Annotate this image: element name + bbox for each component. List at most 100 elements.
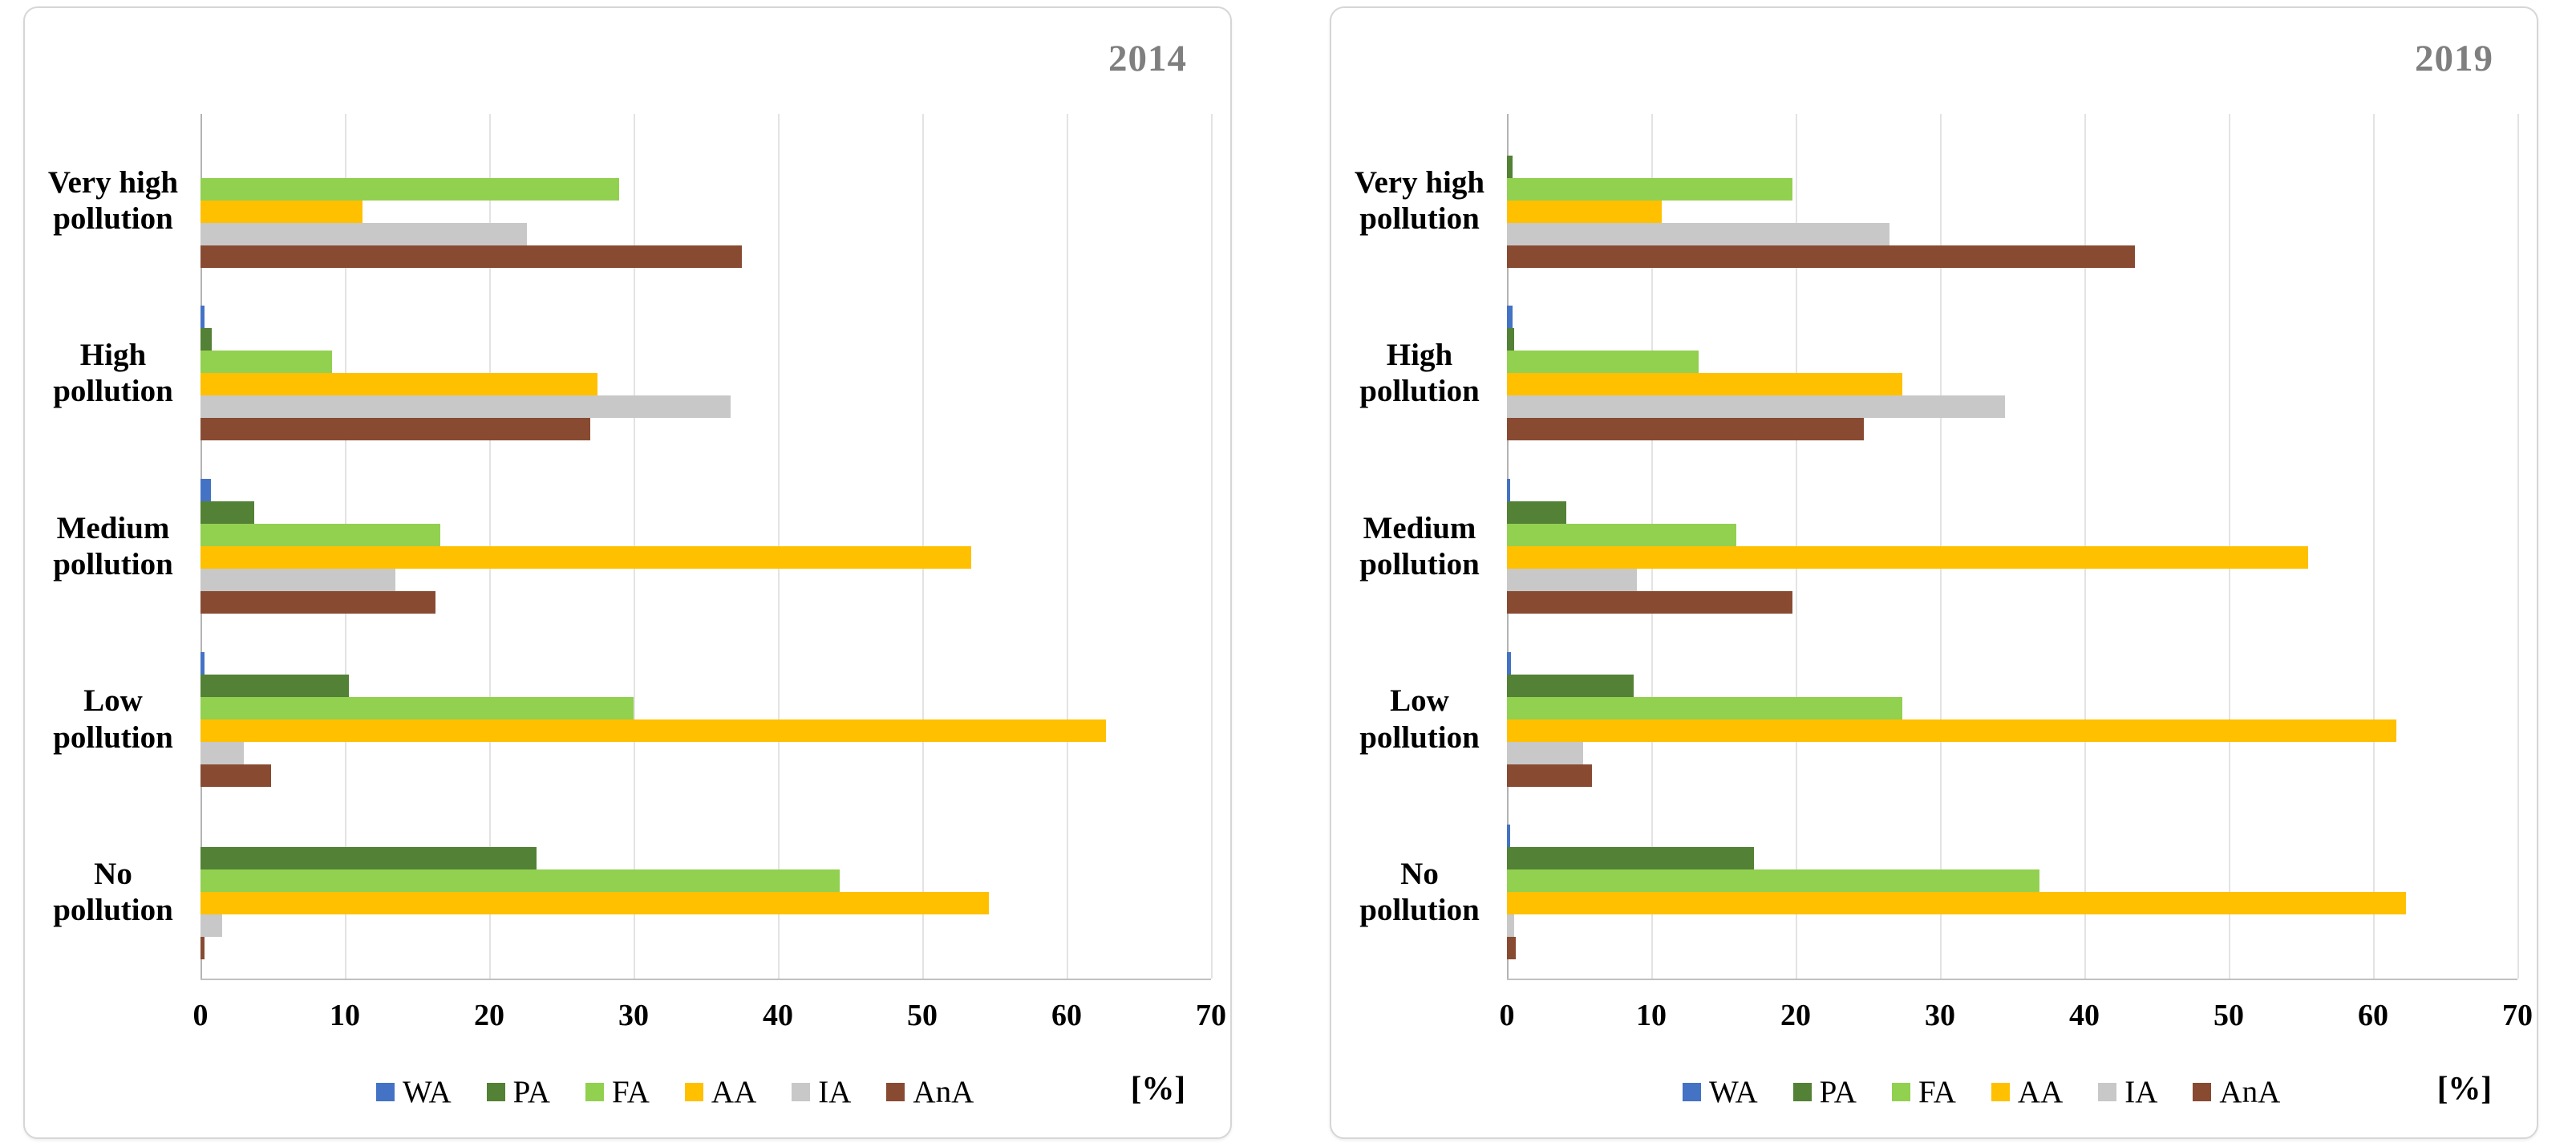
legend: WA PA FA AA IA AnA (376, 1074, 974, 1110)
legend-label: WA (1709, 1075, 1758, 1109)
bar-AA (1507, 200, 1662, 223)
chart-year-title: 2014 (1108, 38, 1187, 79)
bar-group (1507, 633, 2517, 806)
bar-PA (1507, 847, 1754, 870)
bar-FA (1507, 869, 2040, 893)
chart-year-title: 2019 (2415, 38, 2493, 79)
bar-IA (200, 914, 222, 938)
bar-AA (200, 545, 972, 569)
bar-WA (200, 478, 211, 501)
bar-FA (200, 523, 440, 546)
bar-IA (200, 568, 395, 591)
x-tick-label: 30 (618, 999, 649, 1032)
legend: WA PA FA AA IA AnA (1683, 1074, 2280, 1110)
x-axis-unit-label: [%] (2436, 1069, 2492, 1106)
bar-PA (1507, 155, 1513, 178)
bar-AA (1507, 719, 2396, 742)
gridline-70 (2517, 114, 2519, 979)
category-label: Medium pollution (53, 510, 173, 582)
category-axis-labels: Very high pollution High pollution Medium … (31, 114, 195, 979)
legend-label: WA (403, 1075, 452, 1109)
bar-PA (200, 847, 537, 870)
legend-item-AA: AA (1991, 1074, 2063, 1110)
bar-IA (1507, 914, 1514, 938)
bar-group (200, 287, 1211, 460)
x-tick-label: 40 (763, 999, 793, 1032)
legend-label: IA (2124, 1075, 2158, 1109)
legend-swatch-FA (585, 1083, 604, 1101)
legend-label: AnA (913, 1075, 974, 1109)
legend-item-WA: WA (376, 1074, 452, 1110)
x-tick-label: 30 (1925, 999, 1955, 1032)
category-axis-labels: Very high pollution High pollution Medium … (1338, 114, 1501, 979)
x-tick-label: 20 (474, 999, 504, 1032)
bar-PA (200, 674, 350, 697)
bar-group (1507, 460, 2517, 633)
legend-label: AA (2017, 1075, 2064, 1109)
bar-FA (200, 177, 619, 201)
bar-WA (200, 651, 205, 675)
legend-swatch-AA (1991, 1083, 2010, 1101)
category-label: Low pollution (53, 683, 173, 755)
bar-WA (200, 306, 205, 329)
legend-label: FA (1918, 1075, 1956, 1109)
bar-FA (1507, 696, 1903, 719)
bar-PA (1507, 501, 1566, 524)
bar-AnA (1507, 418, 1864, 441)
category-label: High pollution (1359, 338, 1480, 409)
bar-IA (200, 741, 244, 764)
bar-PA (200, 501, 254, 524)
legend-swatch-PA (486, 1083, 505, 1101)
legend-swatch-IA (792, 1083, 811, 1101)
category-label: Low pollution (1359, 683, 1480, 755)
category-label: High pollution (53, 338, 173, 409)
bar-AnA (200, 764, 272, 787)
x-tick-label: 20 (1780, 999, 1811, 1032)
legend-item-PA: PA (486, 1074, 550, 1110)
x-axis-tick-labels: 0 10 20 30 40 50 60 70 (193, 998, 1227, 1038)
chart-panel-2014: 2014 Very high pollution High pollution Me… (23, 6, 1232, 1139)
bar-AnA (1507, 937, 1516, 960)
legend-item-FA: FA (585, 1074, 650, 1110)
legend-item-AnA: AnA (886, 1074, 974, 1110)
x-axis-tick-labels: 0 10 20 30 40 50 60 70 (1500, 998, 2533, 1038)
gridline-60 (1067, 114, 1068, 979)
x-tick-label: 40 (2069, 999, 2100, 1032)
bar-rows (1507, 114, 2517, 979)
legend-label: AA (711, 1075, 757, 1109)
x-tick-label: 0 (192, 999, 209, 1032)
bar-WA (1507, 825, 1510, 848)
legend-item-PA: PA (1792, 1074, 1857, 1110)
bar-FA (1507, 523, 1737, 546)
bar-WA (1507, 306, 1513, 329)
legend-swatch-WA (1683, 1083, 1701, 1101)
legend-label: FA (611, 1075, 650, 1109)
x-tick-label: 0 (1499, 999, 1515, 1032)
bar-FA (1507, 177, 1793, 201)
legend-label: PA (1819, 1075, 1857, 1109)
legend-swatch-PA (1792, 1083, 1812, 1101)
plot-area (1507, 114, 2519, 980)
x-tick-label: 60 (2358, 999, 2388, 1032)
bar-group (1507, 287, 2517, 460)
x-tick-label: 50 (907, 999, 938, 1032)
bar-AnA (200, 590, 436, 614)
legend-item-IA: IA (2098, 1074, 2157, 1110)
bar-FA (200, 869, 840, 893)
bar-AA (200, 719, 1106, 742)
bar-rows (200, 114, 1211, 979)
legend-label: IA (818, 1075, 852, 1109)
legend-swatch-FA (1891, 1083, 1910, 1101)
bar-group (200, 633, 1211, 806)
bar-group (200, 460, 1211, 633)
bar-PA (1507, 674, 1634, 697)
bar-AnA (200, 418, 590, 441)
bar-group (1507, 805, 2517, 979)
legend-label: PA (512, 1075, 550, 1109)
legend-swatch-AnA (2193, 1083, 2212, 1101)
x-tick-label: 70 (1196, 999, 1226, 1032)
bar-group (200, 805, 1211, 979)
bar-IA (1507, 741, 1584, 764)
bar-IA (1507, 222, 1889, 245)
